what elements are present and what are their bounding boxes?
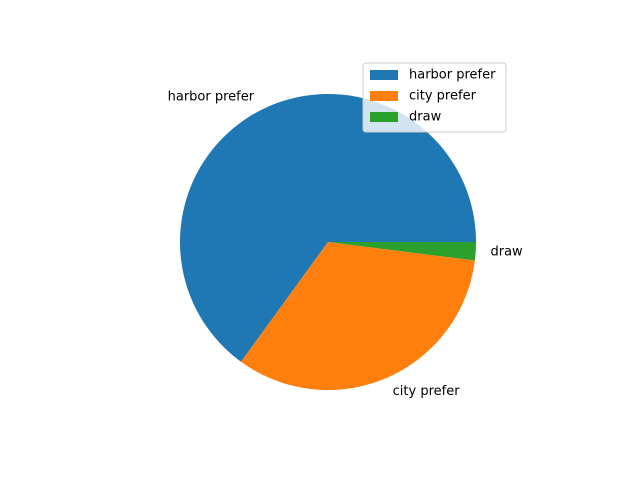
legend-swatch-draw bbox=[370, 112, 398, 122]
slice-label-harbor-prefer: harbor prefer bbox=[168, 89, 255, 104]
legend-label-draw: draw bbox=[409, 110, 442, 125]
pie-slices bbox=[180, 94, 476, 391]
pie-slice-harbor-prefer bbox=[180, 94, 476, 362]
legend-swatch-city-prefer bbox=[370, 91, 398, 101]
legend-label-harbor-prefer: harbor prefer bbox=[409, 68, 496, 83]
legend-frame bbox=[362, 62, 507, 133]
slice-label-draw: draw bbox=[490, 245, 523, 260]
legend: harbor prefer city prefer draw bbox=[362, 62, 507, 133]
pie-slice-city-prefer bbox=[241, 242, 475, 391]
pie-labels: harbor prefer city prefer draw bbox=[168, 89, 523, 398]
legend-label-city-prefer: city prefer bbox=[409, 89, 477, 104]
slice-label-city-prefer: city prefer bbox=[393, 384, 461, 399]
legend-swatch-harbor-prefer bbox=[370, 70, 398, 80]
pie-slice-draw bbox=[328, 242, 476, 261]
